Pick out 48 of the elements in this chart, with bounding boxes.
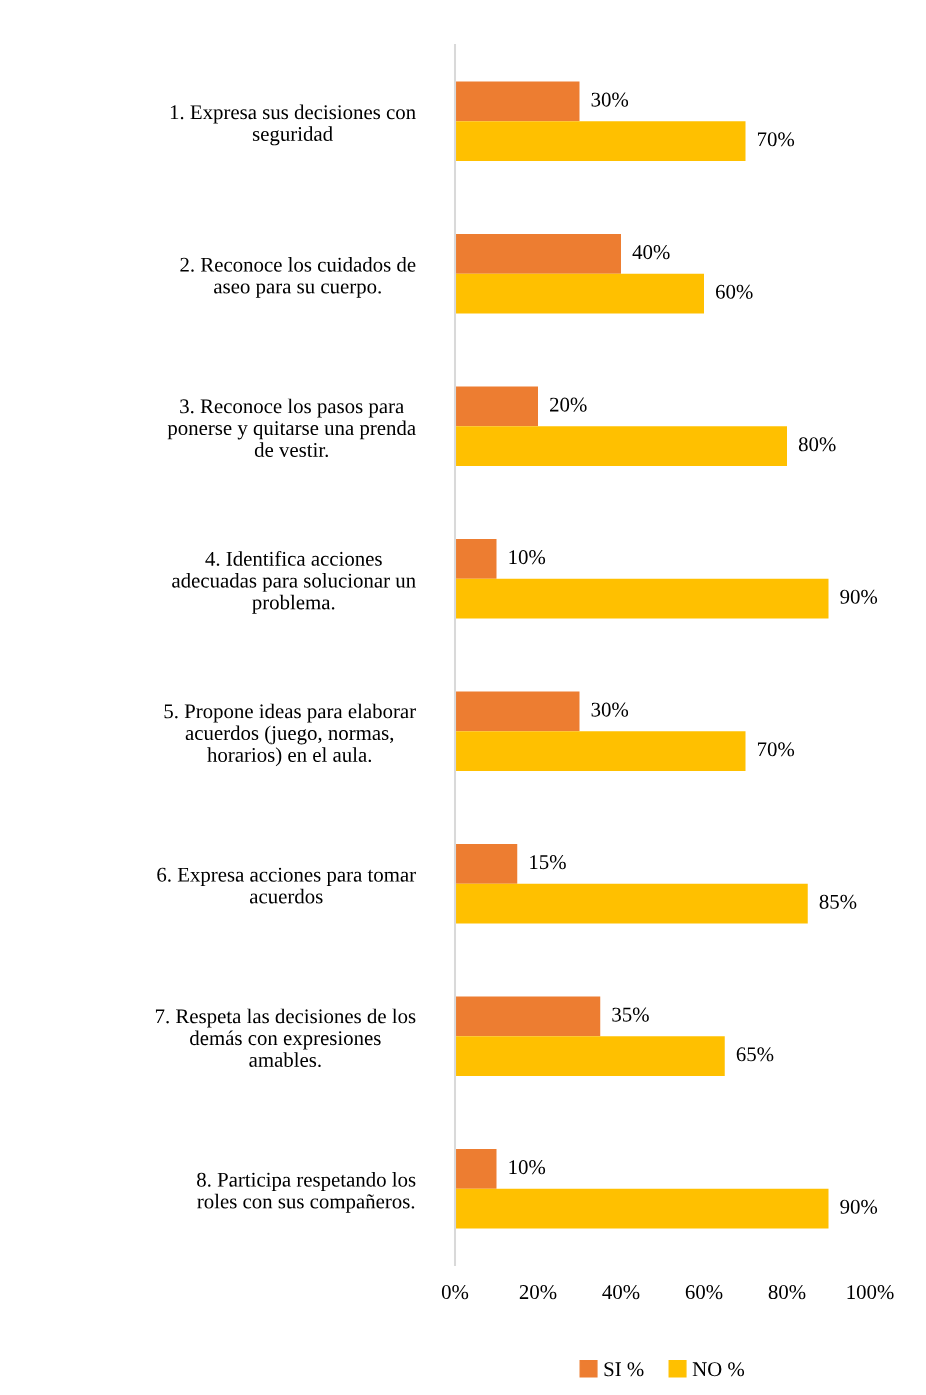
data-label: 10% [509,1160,546,1175]
data-label: 30% [591,702,629,717]
bar [455,81,580,122]
data-label: 60% [716,284,753,299]
x-tick-label: 80% [768,1285,806,1300]
bar [455,883,808,924]
x-tick-label: 0% [441,1285,469,1300]
bar [455,386,538,427]
data-label: 70% [757,132,795,147]
y-tick-label: 7. Respeta las decisiones de los demás con expresiones amables. [155,1008,416,1068]
bar [455,691,580,732]
bar [455,539,497,579]
data-label: 90% [840,1199,878,1214]
x-tick-label: 40% [602,1285,640,1300]
x-tick-label: 100% [847,1285,894,1300]
x-tick-label: 60% [685,1285,723,1300]
data-label: 65% [736,1047,774,1062]
bar [455,234,621,274]
bar [455,1188,829,1229]
data-label: 70% [757,742,795,757]
data-label: 10% [509,550,546,565]
y-tick-label: 4. Identifica acciones adecuadas para solucionar un problema. [172,550,416,614]
data-label: 90% [840,589,878,604]
bar [455,844,518,884]
y-tick-label: 1. Expresa sus decisiones con seguridad [170,104,416,146]
data-label: 40% [632,245,670,260]
bar [455,273,704,314]
y-tick-label: 2. Reconoce los cuidados de aseo para su cuerpo. [180,257,416,298]
bar [455,731,746,771]
y-tick-label: 6. Expresa acciones para tomar acuerdos [157,867,416,904]
y-tick-label: 8. Participa respetando los roles con sus compañeros. [197,1172,416,1213]
bar [455,121,746,161]
data-label: 20% [550,397,587,412]
data-label: 80% [798,437,836,452]
data-label: 35% [612,1007,649,1022]
bar [455,578,829,619]
bar [455,996,601,1037]
y-tick-label: 3. Reconoce los pasos para ponerse y quitarse una prenda de vestir. [167,398,416,458]
data-label: 15% [530,855,566,870]
bar [455,426,787,466]
bar [455,1149,497,1189]
legend-label: SI % [604,1362,644,1377]
x-tick-label: 20% [519,1285,557,1300]
data-label: 30% [591,92,629,107]
bar [455,1036,725,1076]
y-tick-label: 5. Propone ideas para elaborar acuerdos (juego, normas, horarios) en el aula. [164,703,416,767]
legend-label: NO % [692,1362,745,1377]
data-label: 85% [819,894,857,909]
